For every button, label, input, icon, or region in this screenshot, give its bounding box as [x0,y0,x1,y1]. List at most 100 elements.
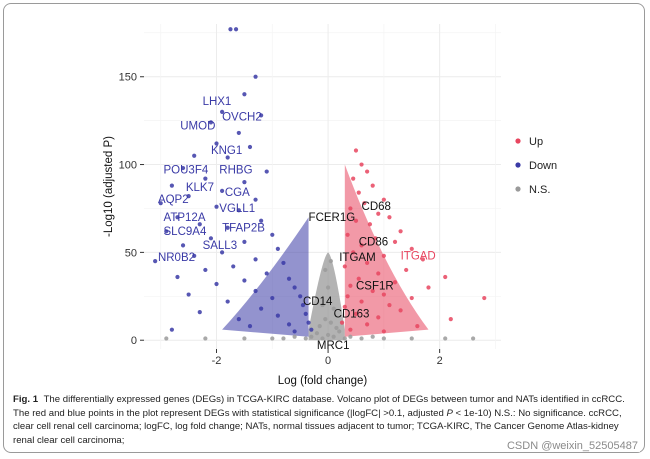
point-down [275,246,280,251]
point-down [203,176,208,181]
point-down [225,299,230,304]
point-up [339,320,345,325]
point-up [359,299,364,304]
point-down [219,109,225,114]
point-down [242,180,247,185]
point-down [247,324,253,329]
point-down [186,194,191,199]
point-up [362,201,367,206]
point-ns [409,336,414,341]
point-down [253,257,258,262]
point-ns [270,336,275,341]
watermark: CSDN @weixin_52505487 [504,440,640,452]
point-down [208,236,214,241]
point-up [351,176,356,181]
point-down [292,329,297,334]
point-down [219,188,225,193]
y-tick-label: 150 [119,72,137,84]
gene-label: CD68 [362,201,391,213]
point-ns [348,334,353,339]
figure-label: Fig. 1 [13,394,39,405]
gene-label: ITGAD [401,250,436,262]
gene-label: AQP2 [158,194,189,206]
point-down [292,285,297,290]
gene-label: POU3F4 [164,164,209,176]
point-up [392,280,398,285]
y-tick-label: 100 [119,160,137,172]
legend-label: N.S. [529,184,550,196]
point-ns [342,336,347,341]
point-down [309,327,314,332]
point-up [443,274,448,280]
point-up [359,162,364,167]
x-tick-label: -2 [212,355,222,367]
point-ns [320,302,325,308]
point-up [376,271,381,276]
point-ns [323,267,328,273]
caption-text-1: The differentially expressed genes (DEGs… [13,394,625,419]
point-up [353,311,359,316]
gene-label: KNG1 [211,145,242,157]
point-down [270,295,275,301]
point-up [370,183,375,188]
point-ns [292,334,297,339]
point-up [356,190,361,195]
point-up [398,229,403,234]
point-down [175,274,180,280]
legend-marker [515,138,521,144]
point-ns [334,325,339,331]
point-ns [242,336,247,341]
point-down [306,320,311,325]
point-ns [328,320,333,325]
point-down [286,276,292,281]
legend-label: Up [529,136,543,148]
point-down [242,239,247,244]
point-up [381,329,386,334]
point-ns [281,336,286,341]
point-down [175,215,180,220]
figure-caption: Fig. 1 The differentially expressed gene… [13,393,638,447]
point-down [298,294,303,299]
legend-marker [515,162,521,168]
point-up [376,315,381,320]
figure-frame: LHX1 OVCH2 UMOD KNG1 POU3F4 RHBG KLK7 CGA AQP2 VG… [3,3,645,453]
point-up [373,236,378,241]
y-tick-label: 0 [131,335,137,347]
point-down [158,201,163,206]
point-up [356,276,361,281]
gene-label: ATP12A [164,212,206,224]
point-up [426,285,431,290]
y-tick-label: 50 [125,247,137,259]
point-down [219,250,225,255]
point-up [345,294,350,299]
gene-label: OVCH2 [222,112,262,124]
point-down [286,322,292,327]
legend-label: Down [529,160,557,172]
point-up [409,246,414,251]
point-ns [325,285,331,290]
up-density-band [344,164,429,337]
point-down [242,92,247,97]
gene-label: CGA [225,187,250,199]
point-ns [370,334,375,339]
x-tick-label: 2 [437,355,443,367]
point-down [253,197,258,202]
point-down [300,302,306,308]
point-down [225,155,230,160]
point-down [247,144,253,150]
gene-label: SALL3 [203,240,238,252]
point-up [351,250,356,255]
ns-density-core [308,252,345,341]
gene-label: ITGAM [339,252,375,264]
gene-label: SLC9A4 [164,226,207,238]
point-down [270,232,275,237]
point-down [253,74,258,79]
point-up [398,308,403,313]
point-down [214,141,219,146]
point-down [231,264,236,269]
point-ns [443,336,448,341]
point-up [381,197,386,202]
gene-label: LHX1 [203,96,232,108]
point-up [387,302,392,308]
